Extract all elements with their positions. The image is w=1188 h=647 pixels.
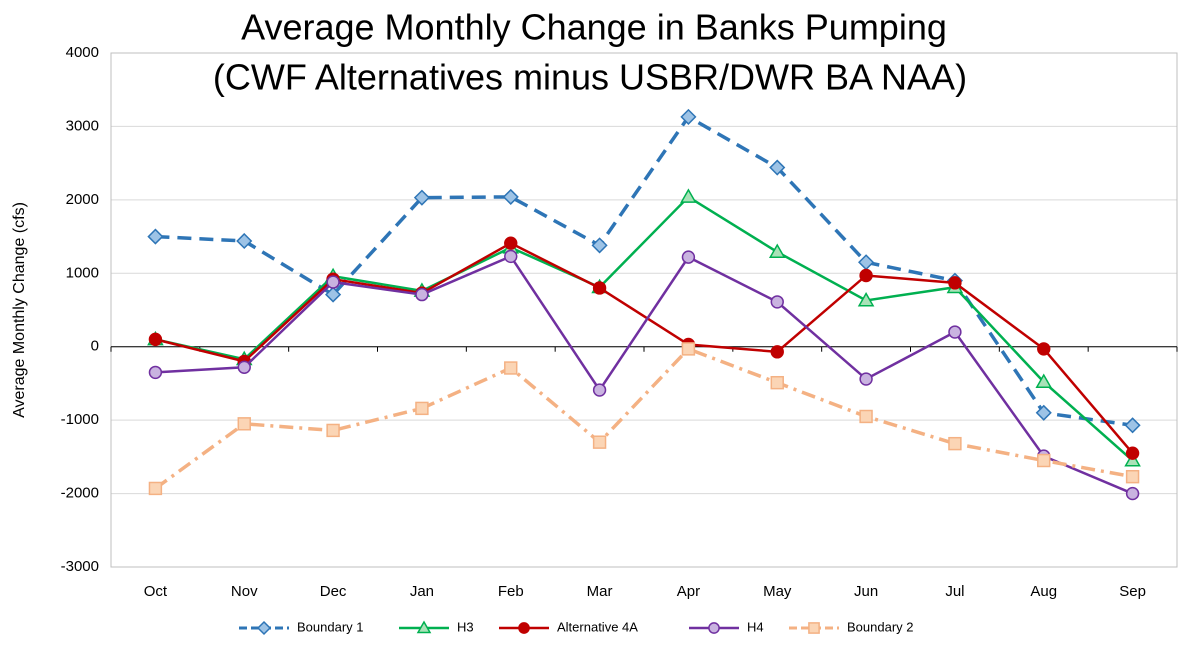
- marker: [768, 243, 786, 258]
- marker: [769, 159, 786, 176]
- marker: [1125, 446, 1140, 460]
- marker: [415, 287, 429, 302]
- marker: [147, 228, 164, 245]
- marker: [237, 360, 251, 374]
- marker: [858, 254, 875, 271]
- x-tick-label: Jan: [410, 583, 434, 600]
- x-tick-label: Jul: [945, 583, 964, 600]
- series-line: [155, 195, 1134, 462]
- x-tick-label: Nov: [231, 583, 258, 600]
- x-tick-label: Aug: [1030, 583, 1057, 600]
- marker: [256, 620, 272, 636]
- marker: [502, 188, 519, 205]
- marker: [236, 232, 253, 250]
- x-tick-label: Apr: [677, 583, 700, 600]
- marker: [770, 345, 784, 359]
- x-tick-label: Feb: [498, 583, 524, 600]
- y-tick-label: 4000: [66, 44, 99, 61]
- marker: [859, 268, 873, 283]
- marker: [770, 295, 784, 309]
- y-tick-label: -2000: [61, 485, 99, 502]
- marker: [681, 342, 696, 356]
- marker: [504, 361, 518, 375]
- marker: [1037, 342, 1051, 356]
- marker: [518, 622, 530, 634]
- x-tick-label: Dec: [320, 583, 347, 600]
- marker: [237, 417, 251, 431]
- y-tick-label: -1000: [61, 411, 99, 428]
- marker: [948, 276, 962, 290]
- marker: [325, 286, 342, 303]
- plot-frame: [110, 52, 1178, 568]
- x-tick-label: Oct: [144, 583, 168, 600]
- marker: [416, 620, 432, 634]
- marker: [1124, 417, 1141, 434]
- series-line: [154, 346, 1133, 490]
- marker: [859, 372, 873, 386]
- chart-title: Average Monthly Change in Banks Pumping: [241, 7, 947, 48]
- marker: [1035, 404, 1052, 421]
- legend-label: Boundary 1: [297, 619, 364, 634]
- series-line: [155, 254, 1134, 495]
- marker: [680, 108, 697, 125]
- x-tick-label: Sep: [1119, 583, 1146, 600]
- legend-label: Alternative 4A: [557, 619, 638, 634]
- y-tick-label: 3000: [66, 117, 99, 134]
- y-tick-label: -3000: [61, 558, 99, 575]
- legend-label: H4: [747, 619, 764, 634]
- chart-subtitle: (CWF Alternatives minus USBR/DWR BA NAA): [213, 57, 967, 98]
- marker: [1125, 486, 1140, 501]
- marker: [148, 481, 163, 496]
- marker: [1037, 453, 1051, 468]
- series-line: [155, 241, 1134, 454]
- marker: [591, 237, 608, 254]
- y-axis-title: Average Monthly Change (cfs): [11, 202, 28, 418]
- legend-label: H3: [457, 619, 474, 634]
- marker: [592, 383, 607, 397]
- y-tick-label: 2000: [66, 191, 99, 208]
- marker: [148, 365, 163, 380]
- marker: [948, 325, 962, 339]
- marker: [592, 281, 607, 295]
- marker: [413, 189, 430, 206]
- legend-label: Boundary 2: [847, 619, 914, 634]
- marker: [857, 291, 875, 307]
- marker: [1125, 469, 1140, 484]
- marker: [415, 401, 429, 416]
- x-tick-label: Mar: [587, 583, 613, 600]
- marker: [680, 188, 697, 203]
- marker: [504, 249, 518, 264]
- y-tick-label: 0: [91, 338, 99, 355]
- marker: [859, 409, 873, 424]
- marker: [1035, 373, 1053, 388]
- y-tick-label: 1000: [66, 264, 99, 281]
- marker: [948, 436, 962, 451]
- marker: [504, 236, 518, 250]
- marker: [770, 375, 784, 390]
- marker: [148, 332, 163, 347]
- x-tick-label: May: [763, 583, 792, 600]
- marker: [708, 622, 720, 634]
- x-tick-label: Jun: [854, 583, 878, 600]
- marker: [808, 622, 820, 634]
- marker: [681, 250, 696, 264]
- series-line: [155, 114, 1133, 428]
- marker: [592, 435, 607, 449]
- marker: [326, 275, 340, 289]
- marker: [326, 423, 340, 438]
